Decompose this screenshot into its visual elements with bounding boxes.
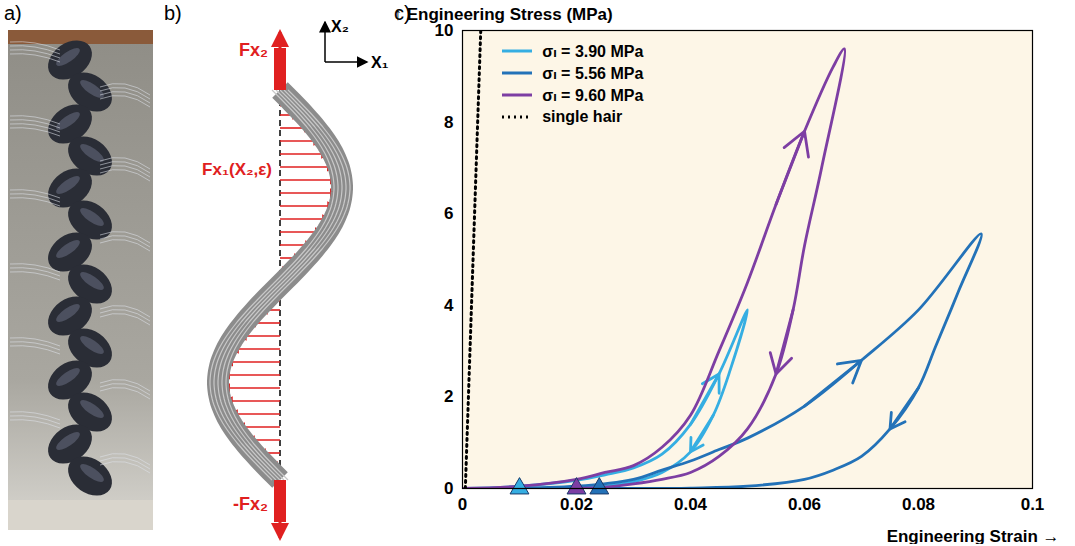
svg-text:0: 0 bbox=[458, 495, 467, 514]
svg-text:Engineering Strain →: Engineering Strain → bbox=[887, 527, 1060, 545]
svg-text:0: 0 bbox=[444, 479, 453, 498]
svg-text:4: 4 bbox=[444, 296, 454, 315]
svg-text:0.08: 0.08 bbox=[902, 495, 935, 514]
svg-text:10: 10 bbox=[435, 21, 454, 40]
svg-text:X₁: X₁ bbox=[371, 54, 389, 71]
svg-text:↑ Engineering Stress (MPa): ↑ Engineering Stress (MPa) bbox=[394, 5, 613, 24]
svg-text:Fx₁(X₂,ε): Fx₁(X₂,ε) bbox=[202, 160, 272, 179]
svg-text:2: 2 bbox=[444, 387, 453, 406]
svg-text:0.02: 0.02 bbox=[560, 495, 593, 514]
svg-text:8: 8 bbox=[444, 113, 453, 132]
svg-text:Fx₂: Fx₂ bbox=[239, 40, 268, 60]
svg-text:X₂: X₂ bbox=[331, 18, 349, 35]
svg-text:0.06: 0.06 bbox=[788, 495, 821, 514]
svg-text:0.04: 0.04 bbox=[674, 495, 708, 514]
svg-text:0.1: 0.1 bbox=[1021, 495, 1045, 514]
svg-text:6: 6 bbox=[444, 204, 453, 223]
svg-text:-Fx₂: -Fx₂ bbox=[233, 494, 268, 514]
